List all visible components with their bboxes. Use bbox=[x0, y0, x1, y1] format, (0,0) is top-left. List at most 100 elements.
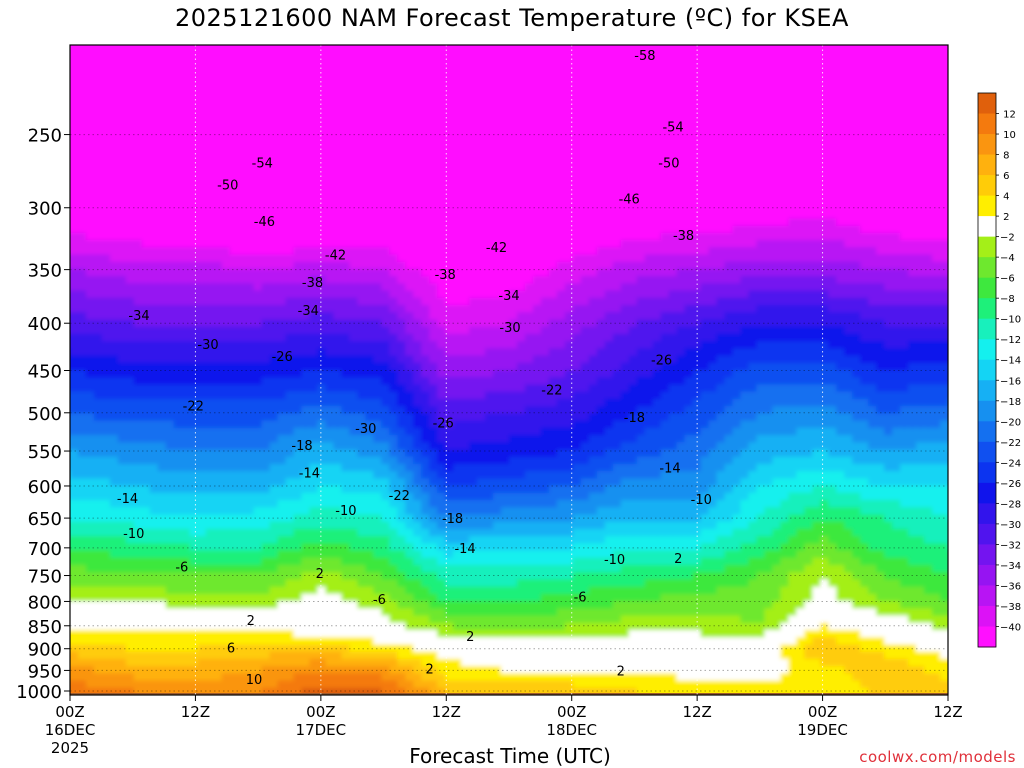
heatmap-cell bbox=[349, 254, 358, 263]
heatmap-cell bbox=[764, 268, 773, 277]
heatmap-cell bbox=[884, 196, 893, 205]
heatmap-cell bbox=[644, 95, 654, 104]
heatmap-cell bbox=[349, 283, 358, 292]
heatmap-cell bbox=[77, 153, 87, 162]
heatmap-cell bbox=[716, 160, 726, 169]
heatmap-cell bbox=[237, 81, 247, 89]
heatmap-cell bbox=[70, 66, 79, 75]
heatmap-cell bbox=[85, 45, 95, 53]
heatmap-cell bbox=[756, 290, 766, 299]
heatmap-cell bbox=[493, 261, 502, 270]
heatmap-cell bbox=[708, 261, 718, 270]
heatmap-cell bbox=[596, 131, 606, 140]
heatmap-cell bbox=[652, 138, 662, 147]
heatmap-cell bbox=[493, 138, 502, 147]
heatmap-cell bbox=[133, 326, 143, 335]
heatmap-cell bbox=[405, 167, 414, 176]
heatmap-cell bbox=[437, 196, 446, 205]
heatmap-cell bbox=[245, 247, 255, 256]
heatmap-cell bbox=[109, 261, 119, 270]
heatmap-cell bbox=[884, 261, 893, 270]
heatmap-cell bbox=[189, 218, 199, 227]
heatmap-cell bbox=[676, 138, 686, 147]
heatmap-cell bbox=[133, 52, 143, 61]
heatmap-cell bbox=[900, 117, 909, 126]
heatmap-cell bbox=[477, 131, 486, 140]
heatmap-cell bbox=[676, 254, 686, 263]
heatmap-cell bbox=[740, 81, 750, 89]
heatmap-cell bbox=[780, 59, 789, 68]
heatmap-cell bbox=[149, 88, 159, 97]
heatmap-cell bbox=[237, 355, 247, 364]
heatmap-cell bbox=[93, 45, 103, 53]
heatmap-cell bbox=[397, 232, 406, 241]
heatmap-cell bbox=[516, 341, 526, 349]
heatmap-cell bbox=[708, 160, 718, 169]
heatmap-cell bbox=[628, 247, 638, 256]
heatmap-cell bbox=[636, 268, 646, 277]
heatmap-cell bbox=[133, 276, 143, 284]
heatmap-cell bbox=[948, 226, 957, 234]
heatmap-cell bbox=[125, 131, 135, 140]
heatmap-cell bbox=[421, 88, 430, 97]
heatmap-cell bbox=[477, 341, 486, 349]
heatmap-cell bbox=[133, 333, 143, 342]
heatmap-cell bbox=[892, 52, 901, 61]
heatmap-cell bbox=[405, 102, 414, 111]
heatmap-cell bbox=[93, 153, 103, 162]
heatmap-cell bbox=[253, 319, 263, 328]
heatmap-cell bbox=[461, 283, 470, 292]
heatmap-cell bbox=[676, 66, 686, 75]
heatmap-cell bbox=[620, 95, 630, 104]
heatmap-cell bbox=[125, 124, 135, 133]
heatmap-cell bbox=[429, 261, 438, 270]
heatmap-cell bbox=[812, 225, 821, 234]
heatmap-cell bbox=[301, 59, 311, 68]
heatmap-cell bbox=[588, 341, 598, 349]
heatmap-cell bbox=[325, 297, 334, 306]
heatmap-cell bbox=[237, 254, 247, 263]
heatmap-cell bbox=[277, 182, 287, 191]
heatmap-cell bbox=[205, 95, 215, 104]
heatmap-cell bbox=[532, 268, 542, 277]
heatmap-cell bbox=[477, 218, 486, 227]
heatmap-cell bbox=[213, 102, 223, 111]
heatmap-cell bbox=[333, 45, 342, 53]
heatmap-cell bbox=[437, 59, 446, 68]
heatmap-cell bbox=[125, 268, 135, 277]
heatmap-cell bbox=[445, 102, 454, 111]
heatmap-cell bbox=[421, 290, 430, 299]
heatmap-cell bbox=[564, 88, 574, 97]
heatmap-cell bbox=[796, 341, 805, 349]
heatmap-cell bbox=[277, 355, 287, 364]
heatmap-cell bbox=[325, 203, 334, 212]
heatmap-cell bbox=[229, 232, 239, 241]
heatmap-cell bbox=[916, 182, 925, 191]
heatmap-cell bbox=[916, 297, 925, 306]
heatmap-cell bbox=[509, 225, 518, 234]
heatmap-cell bbox=[692, 182, 702, 191]
heatmap-cell bbox=[133, 189, 143, 198]
heatmap-cell bbox=[157, 268, 167, 277]
heatmap-cell bbox=[421, 146, 430, 154]
heatmap-cell bbox=[852, 283, 861, 292]
heatmap-cell bbox=[317, 189, 327, 198]
heatmap-cell bbox=[173, 117, 183, 126]
heatmap-cell bbox=[804, 73, 813, 82]
heatmap-cell bbox=[109, 189, 119, 198]
heatmap-cell bbox=[261, 73, 271, 82]
heatmap-cell bbox=[572, 218, 582, 227]
heatmap-cell bbox=[245, 167, 255, 176]
heatmap-cell bbox=[836, 73, 845, 82]
heatmap-cell bbox=[532, 81, 542, 89]
heatmap-cell bbox=[932, 45, 941, 53]
heatmap-cell bbox=[580, 254, 590, 263]
heatmap-cell bbox=[772, 73, 781, 82]
heatmap-cell bbox=[253, 333, 263, 342]
heatmap-cell bbox=[157, 110, 167, 118]
heatmap-cell bbox=[764, 110, 773, 118]
heatmap-cell bbox=[660, 153, 670, 162]
heatmap-cell bbox=[181, 182, 191, 191]
heatmap-cell bbox=[684, 297, 694, 306]
heatmap-cell bbox=[429, 66, 438, 75]
